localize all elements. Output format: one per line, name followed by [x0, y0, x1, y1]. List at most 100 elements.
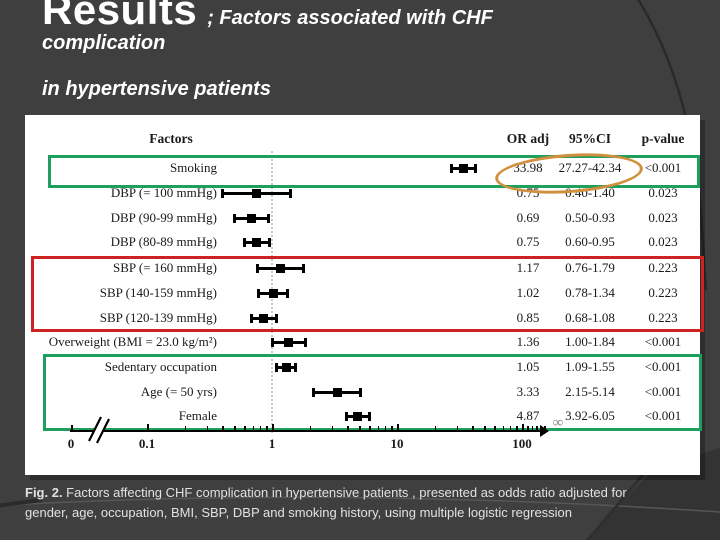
factor-label: Overweight (BMI = 23.0 kg/m²): [48, 334, 217, 349]
tick-minor: [309, 426, 312, 430]
caption-prefix: Fig. 2.: [25, 485, 63, 500]
or-value: 1.05: [516, 359, 540, 374]
or-value: 0.85: [516, 310, 540, 325]
ci-cap-left: [249, 313, 253, 323]
caption-text: Factors affecting CHF complication in hy…: [25, 485, 627, 521]
title-subtitle-line2: complication: [42, 32, 166, 54]
ci-cap-left: [220, 188, 224, 198]
tick-minor: [259, 426, 262, 430]
ci-value: 27.27-42.34: [558, 160, 622, 175]
column-header-pvalue: p-value: [641, 131, 685, 146]
infinity-symbol: ∞: [552, 415, 564, 431]
tick-minor: [540, 426, 542, 430]
ci-cap-left: [449, 163, 453, 173]
ci-cap-right: [473, 163, 477, 173]
x-axis-arrow-icon: [540, 425, 549, 437]
slide-title: Results ; Factors associated with CHF: [42, 0, 493, 34]
factor-label: Age (= 50 yrs): [140, 384, 217, 399]
p-value: <0.001: [644, 160, 682, 175]
ci-cap-left: [344, 411, 348, 421]
highlight-box-sbp: [31, 256, 704, 332]
or-point-marker: [281, 362, 291, 372]
ci-value: 2.15-5.14: [565, 384, 615, 399]
or-point-marker: [246, 213, 256, 223]
or-point-marker: [353, 411, 363, 421]
or-value: 1.17: [516, 260, 540, 275]
ci-cap-left: [257, 288, 260, 298]
column-header-factors: Factors: [149, 131, 193, 146]
ci-value: 0.40-1.40: [565, 185, 615, 200]
tick-minor: [184, 426, 187, 430]
or-point-marker: [332, 387, 342, 397]
p-value: <0.001: [644, 359, 682, 374]
tick-minor: [536, 426, 538, 430]
tick-minor: [331, 426, 334, 430]
tick-minor: [502, 426, 505, 430]
ci-cap-right: [288, 188, 292, 198]
tick-major: [397, 424, 399, 430]
tick-major: [272, 424, 274, 430]
or-value: 4.87: [516, 408, 540, 423]
factor-label: DBP (90-99 mmHg): [110, 210, 217, 225]
tick-minor: [494, 426, 496, 430]
p-value: 0.223: [648, 310, 678, 325]
decor-streak-left: [0, 498, 43, 508]
ci-cap-right: [294, 362, 298, 372]
factor-label: Female: [178, 408, 217, 423]
ci-cap-left: [255, 263, 259, 273]
tick-minor: [531, 426, 534, 430]
ci-value: 0.68-1.08: [565, 310, 615, 325]
factor-label: DBP (80-89 mmHg): [110, 234, 217, 249]
highlight-box-smoking: [48, 155, 700, 188]
factor-label: SBP (140-159 mmHg): [99, 285, 217, 300]
x-tick-0: 0: [67, 436, 75, 451]
or-value: 0.69: [516, 210, 540, 225]
p-value: <0.001: [644, 334, 682, 349]
tick-minor: [377, 426, 380, 430]
or-value: 0.75: [516, 185, 540, 200]
ci-cap-left: [270, 337, 274, 347]
tick-minor: [527, 426, 529, 430]
axis-break-icon: [88, 415, 110, 445]
column-header-ci: 95%CI: [568, 131, 611, 146]
ci-cap-left: [312, 387, 316, 397]
ci-value: 0.76-1.79: [565, 260, 615, 275]
p-value: <0.001: [644, 408, 682, 423]
factor-label: Smoking: [170, 160, 217, 175]
p-value: 0.023: [648, 210, 678, 225]
ci-cap-right: [266, 213, 270, 223]
tick-minor: [347, 426, 349, 430]
tick-zero: [71, 425, 73, 430]
tick-minor: [244, 426, 246, 430]
or-value: 33.98: [513, 160, 543, 175]
or-point-marker: [259, 313, 269, 323]
ci-cap-left: [275, 362, 279, 372]
tick-minor: [252, 426, 255, 430]
factor-label: SBP (= 160 mmHg): [113, 260, 217, 275]
or-value: 1.36: [516, 334, 540, 349]
ci-cap-right: [302, 263, 306, 273]
x-tick-10: 10: [390, 436, 404, 451]
tick-minor: [206, 426, 209, 430]
forest-plot-panel: Factors OR adj 95%CI p-value Smoking 33.9…: [25, 115, 704, 475]
ci-cap-right: [267, 237, 271, 247]
or-point-marker: [268, 288, 278, 298]
tick-minor: [456, 426, 459, 430]
ci-value: 1.09-1.55: [565, 359, 615, 374]
tick-major: [522, 424, 524, 430]
or-point-marker: [458, 163, 468, 173]
tick-minor: [266, 426, 268, 430]
ci-value: 0.50-0.93: [565, 210, 615, 225]
x-tick-0-1: 0.1: [138, 436, 156, 451]
tick-minor: [472, 426, 474, 430]
ci-cap-left: [242, 237, 246, 247]
highlight-box-lifestyle: [43, 354, 702, 431]
tick-minor: [384, 426, 387, 430]
decor-swoosh-light: [0, 496, 720, 513]
p-value: <0.001: [644, 384, 682, 399]
ci-cap-left: [232, 213, 236, 223]
factor-label: Sedentary occupation: [104, 359, 217, 374]
p-value: 0.223: [648, 260, 678, 275]
factor-label: DBP (= 100 mmHg): [110, 185, 217, 200]
